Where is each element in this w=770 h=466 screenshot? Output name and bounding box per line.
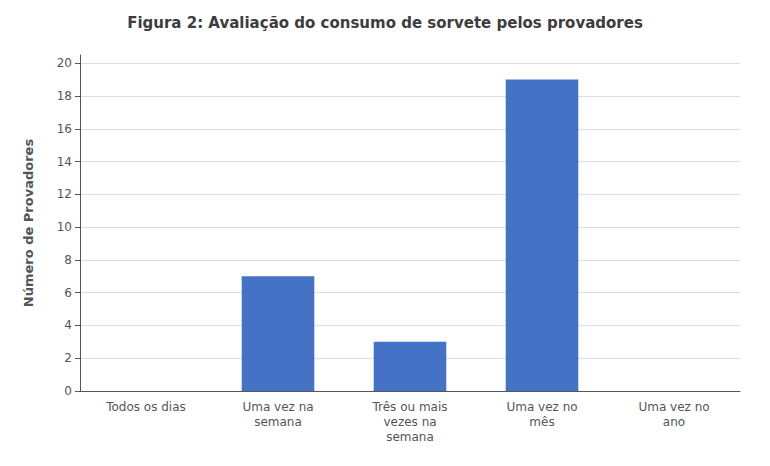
svg-text:2: 2 — [64, 351, 72, 365]
svg-text:semana: semana — [254, 415, 302, 429]
svg-text:12: 12 — [57, 187, 72, 201]
svg-text:8: 8 — [64, 253, 72, 267]
svg-text:ano: ano — [663, 415, 685, 429]
svg-text:semana: semana — [386, 430, 434, 444]
svg-text:Uma vez no: Uma vez no — [638, 400, 709, 414]
svg-text:Três ou mais: Três ou mais — [371, 400, 447, 414]
svg-text:Número de Provadores: Número de Provadores — [21, 139, 36, 308]
svg-text:14: 14 — [57, 155, 72, 169]
svg-text:6: 6 — [64, 286, 72, 300]
svg-text:mês: mês — [529, 415, 554, 429]
svg-text:16: 16 — [57, 122, 72, 136]
svg-text:20: 20 — [57, 56, 72, 70]
svg-text:Uma vez no: Uma vez no — [506, 400, 577, 414]
svg-text:0: 0 — [64, 384, 72, 398]
svg-text:18: 18 — [57, 89, 72, 103]
svg-text:Uma vez na: Uma vez na — [242, 400, 313, 414]
svg-text:vezes na: vezes na — [383, 415, 436, 429]
svg-text:4: 4 — [64, 318, 72, 332]
svg-text:10: 10 — [57, 220, 72, 234]
svg-text:Figura 2: Avaliação do consumo: Figura 2: Avaliação do consumo de sorvet… — [127, 14, 643, 32]
svg-text:Todos os dias: Todos os dias — [105, 400, 186, 414]
